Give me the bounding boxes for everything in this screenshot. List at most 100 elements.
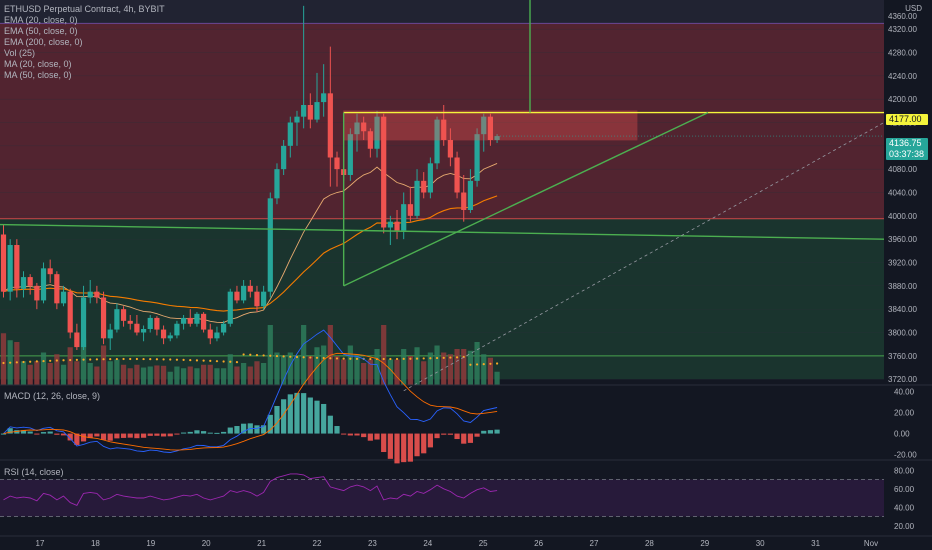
candle-body [474,134,480,181]
volume-bar [407,356,413,385]
macd-histogram-bar [180,432,187,434]
candle-body [421,180,427,193]
volume-ma-dot [349,357,352,360]
volume-ma-dot [422,357,425,360]
candle [287,116,293,158]
volume-ma-dot [29,360,32,363]
volume-bar [314,347,320,385]
candle [207,323,213,345]
projection-dashed-line [403,122,885,392]
upper-zone [0,0,884,24]
candle [147,315,153,333]
macd-histogram-bar [54,433,60,435]
macd-histogram-bar [481,430,487,434]
candle [67,288,73,339]
macd-histogram-bar [74,433,80,445]
volume-ma-dot [395,357,399,361]
volume-bar [481,354,487,385]
macd-histogram-bar [414,433,420,457]
volume-ma-dot [455,356,459,359]
candle-body [394,221,400,231]
macd-axis-label: 40.00 [894,387,915,396]
volume-bar [100,345,107,385]
candle-body [387,221,393,228]
candle-body [160,329,167,339]
volume-ma-dot [49,359,52,362]
time-axis-label: 23 [368,539,377,548]
candle [274,163,280,205]
candle [74,323,80,350]
candle [174,320,180,339]
candle-body [80,297,87,348]
macd-axis-label: 20.00 [894,408,915,417]
candle-body [467,180,473,210]
candle [254,285,260,313]
candle-body [441,119,447,140]
candle-body [14,245,20,289]
candle [474,128,480,187]
candle-body [354,122,360,135]
volume-ma-dot [69,358,72,362]
macd-histogram-bar [267,414,273,434]
indicator-ma50[interactable]: MA (50, close, 0) [4,70,72,80]
candle [234,285,240,304]
candle-body [40,268,47,301]
candle-body [167,335,173,339]
price-axis-bg [884,0,932,550]
macd-histogram-bar [387,433,393,459]
macd-histogram-bar [114,433,120,439]
price-axis-label: 4000.00 [888,212,917,221]
macd-signal-line [3,352,498,451]
time-axis-label: 26 [534,539,543,548]
candle-body [221,323,227,333]
macd-axis-label: -20.00 [894,451,917,460]
candle-body [54,274,60,304]
indicator-ema200[interactable]: EMA (200, close, 0) [4,37,83,47]
indicator-ma20[interactable]: MA (20, close, 0) [4,59,72,69]
volume-bar [140,367,147,385]
candle [321,64,327,117]
candle [14,239,20,298]
candle-body [494,136,500,140]
candle [407,186,413,222]
rsi-panel-label[interactable]: RSI (14, close) [4,467,64,477]
volume-bar [261,363,267,385]
candle-body [307,105,313,120]
indicator-ema20[interactable]: EMA (20, close, 0) [4,15,78,25]
candle [214,326,220,342]
time-axis-label: 24 [423,539,432,548]
candle [301,5,307,129]
macd-histogram-bar [7,428,13,434]
macd-panel-label[interactable]: MACD (12, 26, close, 9) [4,391,101,401]
volume-ma-dot [102,358,105,361]
volume-ma-dot [135,357,138,361]
volume-bar [334,356,340,385]
volume-bar [354,354,360,385]
macd-histogram-bar [67,433,73,441]
candle-body [274,169,280,199]
price-axis-label: 4240.00 [888,72,917,81]
volume-bar [180,368,187,385]
volume-bar [287,352,293,385]
candle-body [487,116,494,140]
macd-histogram-bar [394,433,400,464]
volume-bar [321,345,327,385]
macd-histogram-bar [381,433,387,453]
volume-bar [227,354,233,385]
indicator-ema50[interactable]: EMA (50, close, 0) [4,26,78,36]
macd-histogram-bar [207,432,213,434]
volume-ma-dot [22,360,25,364]
indicator-volume[interactable]: Vol (25) [4,48,36,58]
candle-body [140,329,147,333]
candle [7,239,13,301]
candle [374,110,380,158]
candle [227,288,233,327]
volume-bar [120,364,127,385]
candle [281,140,287,175]
rsi-axis-label: 20.00 [894,522,915,531]
time-axis-label: 21 [257,539,266,548]
candle-body [127,320,133,324]
candle [134,315,140,336]
macd-histogram-bar [221,431,227,434]
